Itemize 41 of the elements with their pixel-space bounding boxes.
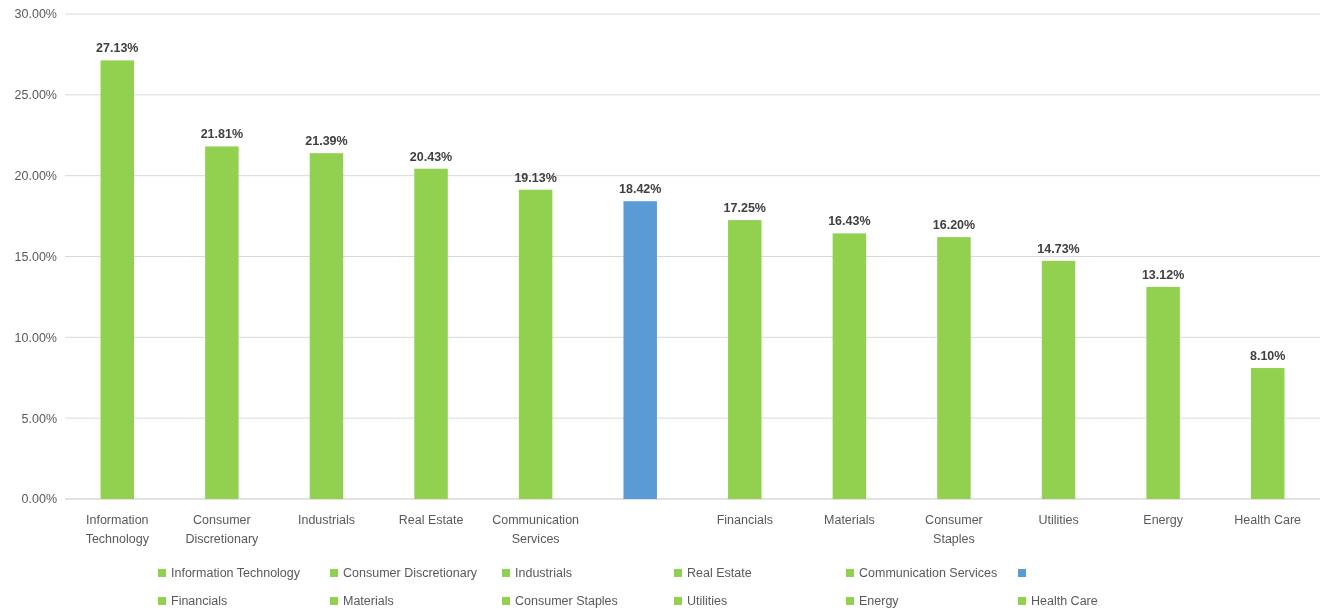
y-tick-label: 25.00% — [14, 88, 57, 103]
data-label: 27.13% — [96, 41, 139, 56]
legend-label: Industrials — [515, 566, 572, 581]
legend-label: Health Care — [1031, 594, 1098, 609]
y-tick-label: 30.00% — [14, 7, 57, 22]
y-tick-label: 10.00% — [14, 330, 57, 345]
y-tick-label: 5.00% — [21, 411, 57, 426]
legend-label: Real Estate — [687, 566, 752, 581]
legend-label: Energy — [859, 594, 900, 609]
x-tick-label: Consumer Discretionary — [185, 513, 260, 546]
data-label: 8.10% — [1249, 349, 1286, 364]
legend-label: Communication Services — [859, 566, 998, 581]
x-tick-label: Energy — [1143, 513, 1184, 527]
y-tick-label: 20.00% — [14, 169, 57, 184]
x-tick-label: Health Care — [1234, 513, 1302, 527]
data-label: 21.81% — [200, 127, 244, 142]
data-label: 14.73% — [1037, 241, 1080, 256]
data-label: 16.43% — [828, 214, 871, 229]
x-tick-label: Utilities — [1038, 513, 1079, 527]
legend-label: Information Technology — [171, 566, 301, 581]
data-label: 17.25% — [723, 201, 766, 216]
data-label: 20.43% — [409, 149, 453, 164]
y-tick-label: 15.00% — [14, 249, 57, 264]
x-tick-label: Industrials — [297, 513, 355, 527]
x-tick-label: Information Technology — [85, 513, 150, 546]
data-label: 21.39% — [305, 134, 348, 149]
x-tick-label: Communication Services — [492, 513, 580, 546]
legend-label: Materials — [343, 594, 394, 609]
legend-label: Consumer Discretionary — [343, 566, 478, 581]
x-tick-label: Materials — [824, 513, 875, 527]
x-tick-label: Consumer Staples — [925, 513, 983, 546]
legend-label: Consumer Staples — [515, 594, 618, 609]
data-label: 19.13% — [514, 170, 557, 185]
data-label: 18.42% — [619, 182, 662, 197]
legend-label: Utilities — [687, 594, 728, 609]
x-tick-label: Financials — [716, 513, 773, 527]
x-tick-label: Real Estate — [398, 513, 464, 527]
data-label: 16.20% — [932, 218, 976, 233]
legend-label: Financials — [171, 594, 228, 609]
data-label: 13.12% — [1141, 267, 1185, 282]
y-tick-label: 0.00% — [21, 492, 57, 507]
